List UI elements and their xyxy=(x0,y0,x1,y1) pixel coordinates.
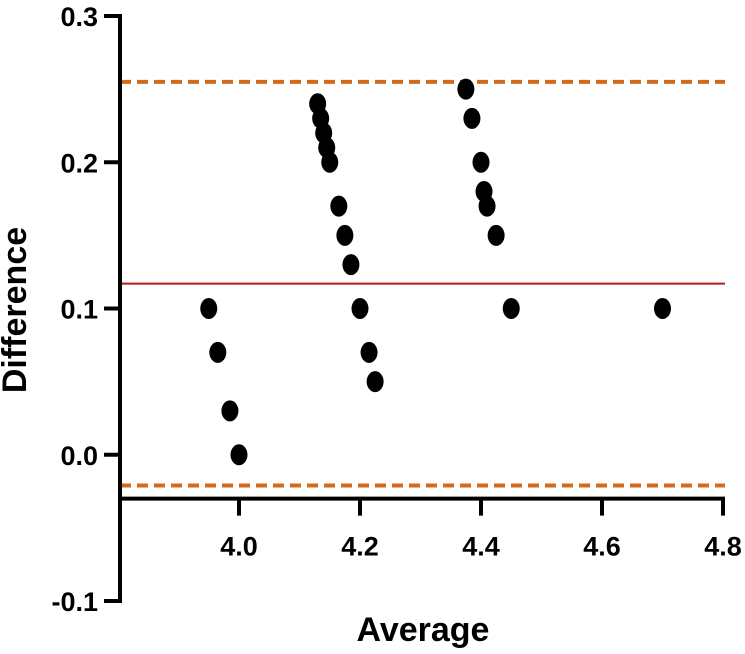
data-point xyxy=(457,78,475,100)
y-tick-label: 0.1 xyxy=(60,295,98,325)
data-point xyxy=(472,151,490,173)
data-point xyxy=(654,298,671,319)
data-point xyxy=(502,298,520,319)
data-point xyxy=(330,195,348,217)
x-axis-title: Average xyxy=(357,611,490,649)
data-point xyxy=(342,254,360,276)
y-axis-ticks: -0.1 0.0 0.1 0.2 0.3 xyxy=(51,2,120,617)
data-point xyxy=(366,371,384,393)
data-point xyxy=(463,107,481,129)
x-tick-label: 4.4 xyxy=(462,532,500,562)
y-tick-label: 0.0 xyxy=(60,441,98,471)
y-tick-label: 0.3 xyxy=(60,2,98,32)
x-tick-label: 4.0 xyxy=(220,532,258,562)
reference-lines xyxy=(120,79,725,488)
x-tick-label: 4.2 xyxy=(341,532,379,562)
data-point xyxy=(351,298,369,319)
x-tick-label: 4.6 xyxy=(583,532,621,562)
x-tick-label: 4.8 xyxy=(704,532,742,562)
y-axis-title: Difference xyxy=(0,227,34,393)
data-point xyxy=(321,151,339,173)
data-point xyxy=(221,400,239,422)
data-point xyxy=(478,195,496,217)
data-points xyxy=(200,78,671,466)
data-point xyxy=(230,444,248,466)
y-tick-label: 0.2 xyxy=(60,148,98,178)
data-point xyxy=(360,341,378,363)
y-tick-label: -0.1 xyxy=(51,587,98,617)
data-point xyxy=(487,224,505,246)
data-point xyxy=(336,224,354,246)
data-point xyxy=(200,298,218,319)
data-point xyxy=(209,341,227,363)
x-axis-ticks: 4.0 4.2 4.4 4.6 4.8 xyxy=(220,498,742,562)
